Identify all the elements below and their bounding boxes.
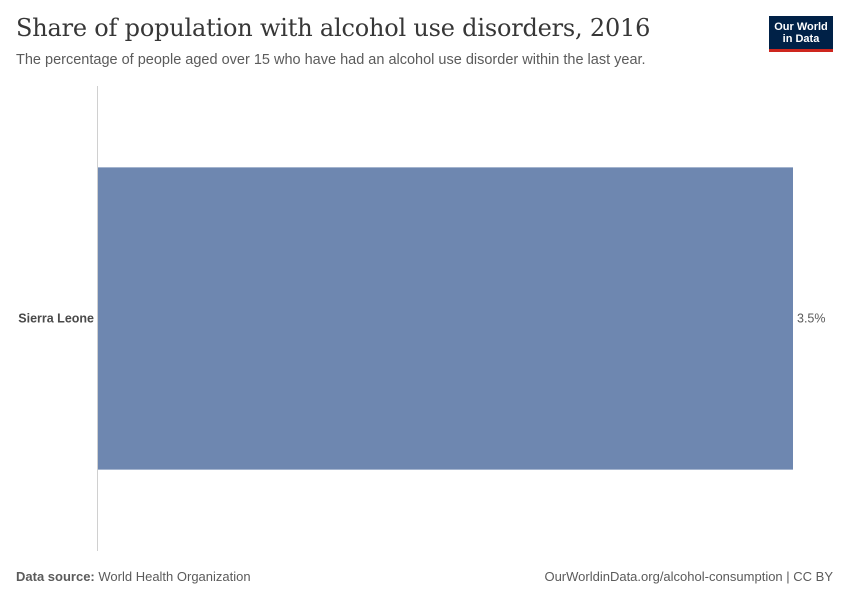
logo-line-2: in Data	[782, 33, 820, 45]
source-value[interactable]: World Health Organization	[98, 569, 251, 584]
owid-logo[interactable]: Our World in Data	[769, 16, 833, 52]
data-source: Data source: World Health Organization	[16, 569, 251, 584]
source-label: Data source:	[16, 569, 95, 584]
chart-subtitle: The percentage of people aged over 15 wh…	[16, 52, 646, 68]
category-label: Sierra Leone	[18, 312, 94, 326]
chart-title: Share of population with alcohol use dis…	[16, 14, 651, 42]
source-link[interactable]: OurWorldinData.org/alcohol-consumption |…	[544, 569, 833, 584]
bar-sierra-leone[interactable]	[98, 167, 793, 470]
bars-group: Sierra Leone 3.5%	[18, 167, 826, 470]
value-label: 3.5%	[797, 312, 826, 326]
logo-line-1: Our World	[774, 21, 828, 33]
